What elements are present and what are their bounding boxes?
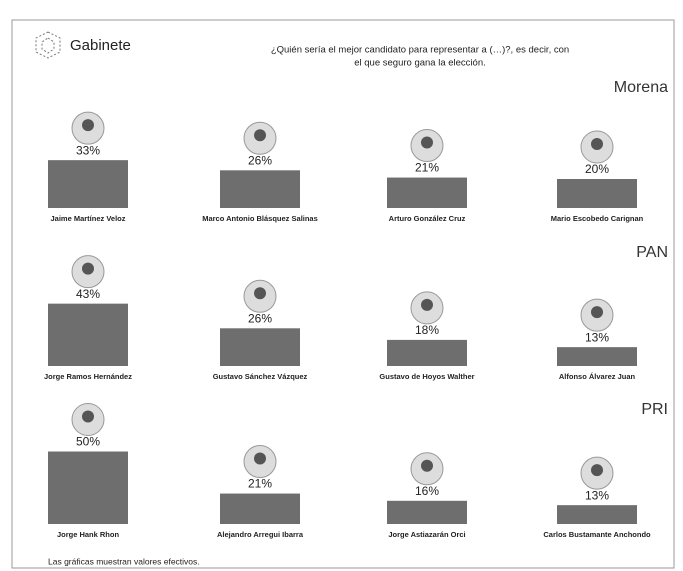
logo-icon [35, 31, 61, 59]
bar [557, 179, 637, 208]
value-label: 50% [76, 435, 100, 449]
candidate-photo-face [82, 262, 94, 275]
value-label: 13% [585, 488, 609, 502]
party-label: PAN [636, 244, 668, 261]
candidate-name: Mario Escobedo Carignan [551, 214, 644, 223]
candidate-photo-face [591, 138, 603, 150]
footer: Las gráficas muestran valores efectivos. [48, 556, 200, 566]
candidate-photo-face [421, 136, 433, 149]
candidate-name: Jorge Hank Rhon [57, 530, 120, 539]
bar [220, 328, 300, 366]
party-label: PRI [641, 401, 668, 418]
value-label: 21% [248, 477, 272, 491]
candidate-photo-face [82, 119, 94, 132]
candidate-name: Carlos Bustamante Anchondo [543, 530, 651, 539]
value-label: 21% [415, 161, 439, 175]
candidate-photo-face [421, 459, 433, 472]
question: ¿Quién sería el mejor candidato para rep… [271, 45, 569, 56]
bar [220, 170, 300, 208]
question: el que seguro gana la elección. [354, 58, 486, 69]
value-label: 26% [248, 311, 272, 325]
value-label: 18% [415, 323, 439, 337]
candidate-name: Gustavo Sánchez Vázquez [213, 372, 308, 381]
candidate-name: Alfonso Álvarez Juan [559, 372, 636, 381]
bar [48, 303, 128, 366]
candidate-name: Jorge Ramos Hernández [44, 372, 132, 381]
frame [11, 19, 675, 569]
candidate-photo-face [254, 129, 266, 142]
value-label: 33% [76, 143, 100, 157]
candidate-photo-face [591, 306, 603, 319]
candidate-name: Gustavo de Hoyos Walther [379, 372, 474, 381]
bar [220, 493, 300, 524]
candidate-photo-face [421, 298, 433, 311]
value-label: 16% [415, 484, 439, 498]
candidate-name: Alejandro Arregui Ibarra [217, 530, 304, 539]
candidate-name: Arturo González Cruz [389, 214, 466, 223]
candidate-photo-face [82, 410, 94, 423]
value-label: 13% [585, 330, 609, 344]
bar [557, 347, 637, 366]
bar [387, 500, 467, 524]
value-label: 43% [76, 287, 100, 301]
value-label: 26% [248, 153, 272, 167]
bar [48, 160, 128, 208]
candidate-name: Jorge Astiazarán Orci [388, 530, 465, 539]
candidate-name: Jaime Martínez Veloz [50, 214, 125, 223]
candidate-name: Marco Antonio Blásquez Salinas [202, 214, 318, 223]
bar [387, 339, 467, 366]
candidate-photo-face [591, 464, 603, 477]
value-label: 20% [585, 162, 609, 176]
bar [557, 505, 637, 524]
candidate-photo-face [254, 287, 266, 300]
candidate-photo-face [254, 452, 266, 465]
bar [387, 177, 467, 208]
bar [48, 451, 128, 524]
party-label: Morena [614, 79, 668, 96]
logo: Gabinete [70, 37, 131, 54]
